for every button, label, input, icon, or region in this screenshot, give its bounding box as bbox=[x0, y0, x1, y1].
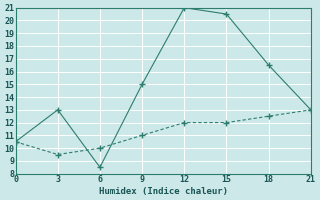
X-axis label: Humidex (Indice chaleur): Humidex (Indice chaleur) bbox=[99, 187, 228, 196]
